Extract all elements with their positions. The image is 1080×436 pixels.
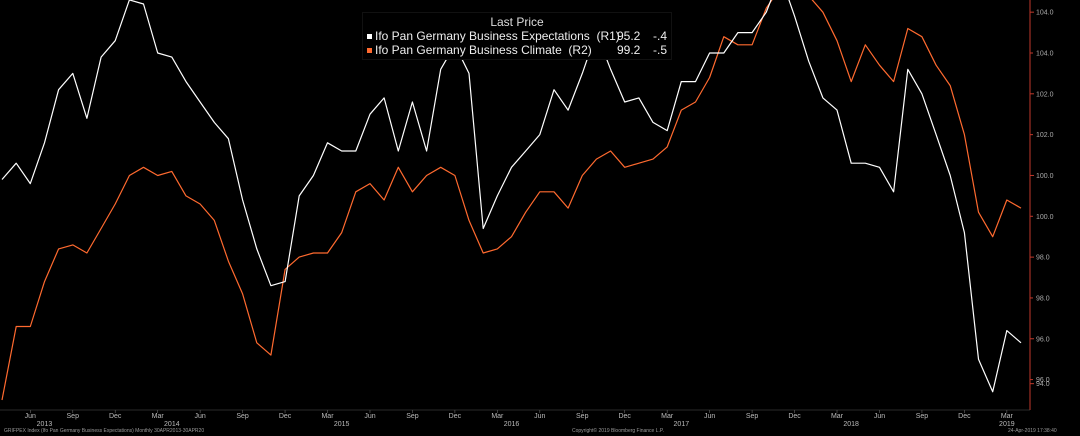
x-tick-label: Dec — [788, 413, 801, 420]
y-tick-label-r1: 102.0 — [1036, 91, 1054, 98]
legend-series-axis: (R1) — [596, 29, 620, 43]
legend-row-expectations: Ifo Pan Germany Business Expectations (R… — [363, 29, 671, 43]
legend-series-change: -.4 — [653, 29, 668, 43]
y-tick-label-r1: 96.0 — [1036, 336, 1050, 343]
legend-series-name: Ifo Pan Germany Business Expectations — [375, 29, 590, 43]
x-year-label: 2017 — [674, 421, 690, 428]
legend-series-value: 95.2 — [617, 29, 641, 43]
x-tick-label: Sep — [916, 413, 929, 420]
footer-timestamp: 24-Apr-2019 17:38:40 — [1008, 428, 1057, 434]
x-year-label: 2016 — [504, 421, 520, 428]
legend-swatch-climate — [367, 47, 372, 53]
chart-axes: 94.096.098.0100.0102.0104.096.098.0100.0… — [0, 0, 1054, 428]
y-tick-label-r1: 104.0 — [1036, 10, 1054, 17]
x-year-label: 2019 — [999, 421, 1015, 428]
y-tick-label-r1: 98.0 — [1036, 255, 1050, 262]
x-tick-label: Mar — [831, 413, 844, 420]
x-tick-label: Mar — [661, 413, 674, 420]
x-tick-label: Dec — [279, 413, 292, 420]
x-tick-label: Mar — [152, 413, 165, 420]
x-tick-label: Mar — [491, 413, 504, 420]
x-year-label: 2018 — [843, 421, 859, 428]
x-tick-label: Jun — [194, 413, 205, 420]
series-line-expectations — [1, 0, 1022, 393]
legend-title: Last Price — [490, 15, 544, 29]
x-tick-label: Mar — [1001, 413, 1014, 420]
footer-copyright: Copyright© 2019 Bloomberg Finance L.P. — [572, 428, 664, 434]
x-tick-label: Sep — [746, 413, 759, 420]
legend-series-name: Ifo Pan Germany Business Climate — [375, 43, 562, 57]
y-tick-label-r2: 100.0 — [1036, 214, 1054, 221]
legend-series-axis: (R2) — [568, 43, 592, 57]
legend-series-value: 99.2 — [617, 43, 641, 57]
chart-legend: Last Price Ifo Pan Germany Business Expe… — [362, 12, 672, 60]
y-tick-label-r2: 98.0 — [1036, 295, 1050, 302]
chart-series — [1, 0, 1022, 401]
x-tick-label: Jun — [874, 413, 885, 420]
x-year-label: 2013 — [37, 421, 53, 428]
x-tick-label: Sep — [576, 413, 589, 420]
series-line-climate — [1, 0, 1022, 401]
legend-series-change: -.5 — [653, 43, 668, 57]
x-tick-label: Sep — [67, 413, 80, 420]
x-tick-label: Jun — [534, 413, 545, 420]
y-tick-label-r2: 104.0 — [1036, 50, 1054, 57]
x-tick-label: Dec — [109, 413, 122, 420]
x-year-label: 2014 — [164, 421, 180, 428]
y-tick-label-r2: 102.0 — [1036, 132, 1054, 139]
y-tick-label-r1: 100.0 — [1036, 173, 1054, 180]
x-tick-label: Jun — [364, 413, 375, 420]
x-tick-label: Dec — [449, 413, 462, 420]
x-tick-label: Dec — [618, 413, 631, 420]
legend-row-climate: Ifo Pan Germany Business Climate (R2) 99… — [363, 43, 671, 57]
x-tick-label: Jun — [25, 413, 36, 420]
x-tick-label: Dec — [958, 413, 971, 420]
legend-swatch-expectations — [367, 33, 372, 39]
x-tick-label: Mar — [321, 413, 334, 420]
x-tick-label: Sep — [406, 413, 419, 420]
footer-index-info: GRIFPEX Index (Ifo Pan Germany Business … — [4, 428, 205, 434]
x-year-label: 2015 — [334, 421, 350, 428]
y-tick-label-r1: 94.0 — [1036, 381, 1050, 388]
x-tick-label: Jun — [704, 413, 715, 420]
y-tick-label-r2: 96.0 — [1036, 377, 1050, 384]
x-tick-label: Sep — [236, 413, 249, 420]
